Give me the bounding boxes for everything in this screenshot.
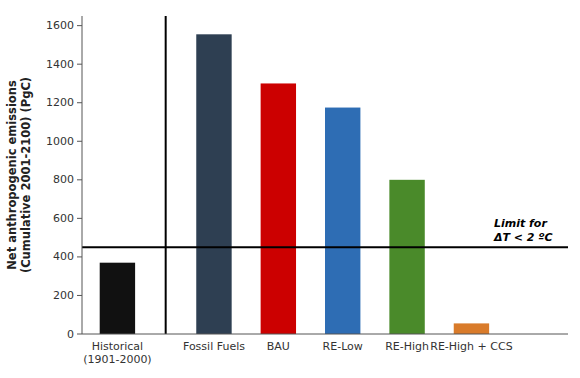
y-tick — [77, 218, 82, 219]
bar — [100, 263, 135, 334]
x-tick-label-line: RE-Low — [323, 340, 363, 353]
x-tick-label: RE-Low — [323, 340, 363, 353]
limit-label-line: ΔT < 2 ºC — [493, 231, 553, 244]
y-tick-label: 600 — [53, 212, 74, 225]
y-tick — [77, 141, 82, 142]
bar — [261, 83, 296, 334]
x-tick-label-line: Fossil Fuels — [183, 340, 245, 353]
x-tick-label-line: Historical — [92, 340, 144, 353]
separator — [165, 16, 167, 334]
y-tick-label: 1200 — [46, 96, 74, 109]
y-tick — [77, 256, 82, 257]
y-tick-label: 800 — [53, 173, 74, 186]
y-axis-line — [82, 16, 83, 334]
bar — [325, 108, 360, 334]
y-tick — [77, 64, 82, 65]
limit-label: Limit forΔT < 2 ºC — [493, 217, 553, 244]
y-tick-label: 1000 — [46, 135, 74, 148]
y-axis-label: Net anthropogenic emissions(Cumulative 2… — [5, 77, 33, 273]
bar — [196, 34, 231, 334]
y-tick — [77, 295, 82, 296]
bar — [389, 180, 424, 334]
y-tick-label: 0 — [67, 328, 74, 341]
bars — [100, 34, 489, 334]
chart: 0 200 400 600 800 1000 1200 1400 1600 Limit forΔT… — [0, 0, 580, 378]
x-tick-label: BAU — [267, 340, 290, 353]
x-tick-label-line: (1901-2000) — [83, 353, 152, 366]
y-tick-label: 1400 — [46, 58, 74, 71]
bar — [454, 323, 489, 334]
y-tick-label: 400 — [53, 250, 74, 263]
y-tick — [77, 179, 82, 180]
y-tick — [77, 102, 82, 103]
x-tick-label: RE-High + CCS — [430, 340, 512, 353]
x-tick-label: Historical(1901-2000) — [83, 340, 152, 366]
y-tick — [77, 25, 82, 26]
y-tick-label: 1600 — [46, 19, 74, 32]
x-tick-label: Fossil Fuels — [183, 340, 245, 353]
y-tick-label: 200 — [53, 289, 74, 302]
limit-label-line: Limit for — [494, 217, 547, 230]
x-axis-line — [82, 334, 568, 335]
x-axis-labels: Historical(1901-2000) Fossil Fuels BAU RE-L… — [83, 340, 513, 366]
y-axis-label-line: (Cumulative 2001-2100) (PgC) — [19, 77, 33, 273]
y-axis-ticks: 0 200 400 600 800 1000 1200 1400 1600 — [46, 19, 82, 340]
y-axis-label-line: Net anthropogenic emissions — [5, 80, 19, 270]
x-tick-label-line: RE-High — [385, 340, 429, 353]
x-tick-label: RE-High — [385, 340, 429, 353]
limit-line — [82, 246, 568, 248]
limit-line-group — [82, 247, 568, 248]
x-tick-label-line: BAU — [267, 340, 290, 353]
y-tick — [77, 334, 82, 335]
x-tick-label-line: RE-High + CCS — [430, 340, 512, 353]
